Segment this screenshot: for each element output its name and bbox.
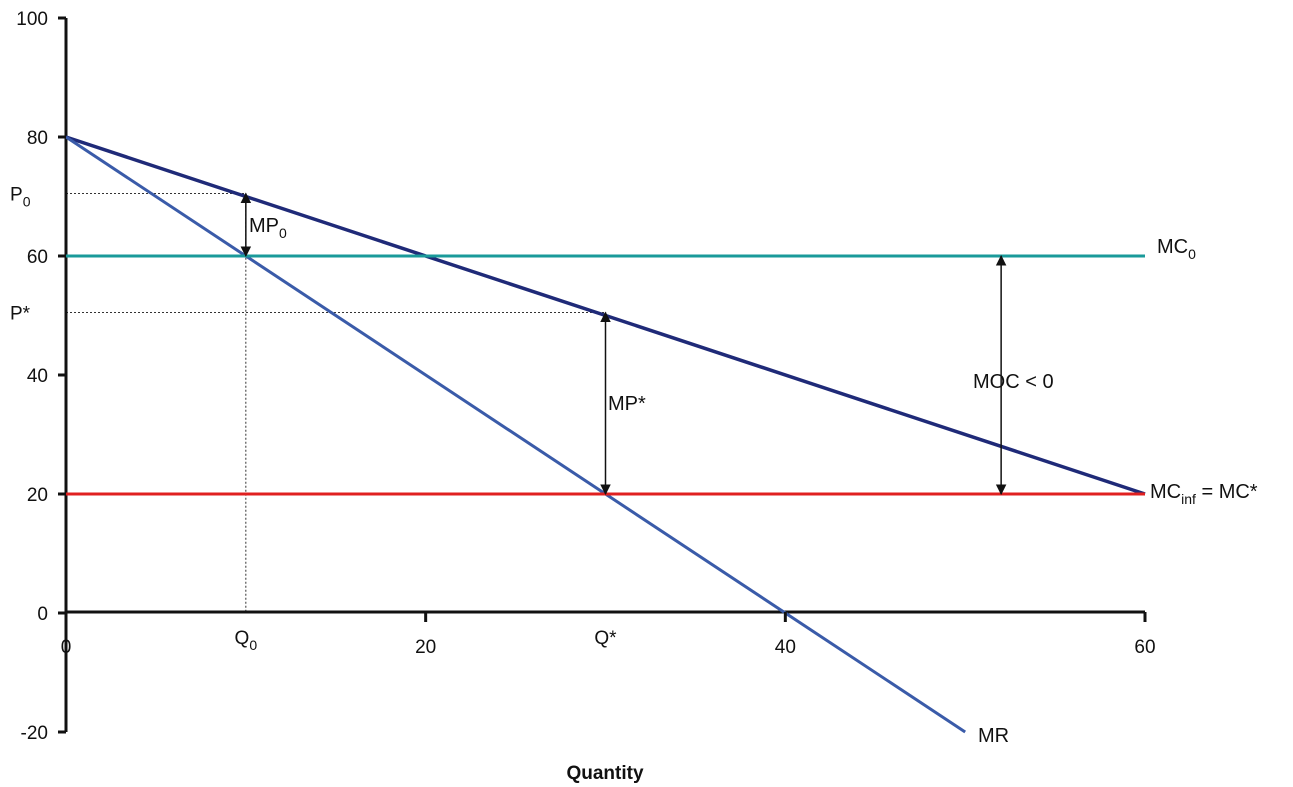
y-ticks: 100 80 P0 60 P* 40 20 0 -20: [10, 9, 66, 744]
mr-line: [65, 135, 966, 734]
y-tick-label: P0: [10, 185, 31, 210]
mcinf-label: MCinf = MC*: [1150, 481, 1258, 507]
annotation-arrows: [240, 192, 1007, 496]
y-tick-label: 0: [37, 604, 48, 625]
mp0-label: MP0: [249, 215, 287, 241]
x-tick-label: Q*: [594, 628, 617, 649]
y-tick-label: P*: [10, 304, 31, 325]
x-tick-label: 40: [775, 637, 796, 658]
x-ticks: 0 Q0 20 Q* 40 60: [61, 612, 1156, 658]
guide-line: [66, 312, 606, 494]
x-tick-label: 0: [61, 637, 72, 658]
y-tick-label: 40: [27, 366, 48, 387]
x-tick-label: 20: [415, 637, 436, 658]
mr-label: MR: [978, 725, 1009, 747]
x-tick-label: 60: [1134, 637, 1155, 658]
y-tick-label: 20: [27, 485, 48, 506]
y-tick-label: 80: [27, 128, 48, 149]
x-tick-label: Q0: [235, 628, 258, 653]
x-axis-label: Quantity: [566, 763, 643, 784]
mc0-label: MC0: [1157, 236, 1196, 262]
y-tick-label: 60: [27, 247, 48, 268]
moc-label: MOC < 0: [973, 371, 1054, 393]
mpstar-label: MP*: [608, 393, 646, 415]
y-tick-label: -20: [21, 723, 48, 744]
y-tick-label: 100: [16, 9, 48, 30]
